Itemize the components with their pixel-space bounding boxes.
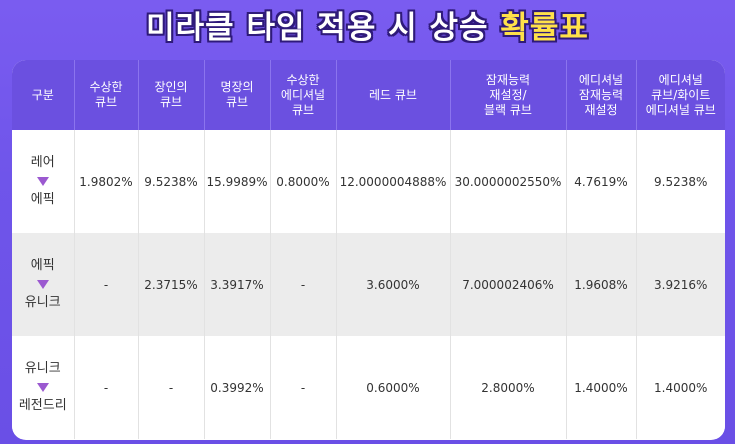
probability-cell: 4.7619% xyxy=(566,130,637,233)
header-label-line: 에디셔널 xyxy=(280,87,326,102)
probability-cell: 3.3917% xyxy=(204,233,271,336)
table-body: 레어 에픽 1.9802% 9.5238% 15.9989% 0.8000% 12.0000… xyxy=(12,130,725,439)
header-label-line: 큐브 xyxy=(225,95,249,109)
probability-cell: 9.5238% xyxy=(636,130,725,233)
probability-cell: 2.8000% xyxy=(450,336,567,439)
probability-cell: 0.8000% xyxy=(270,130,337,233)
probability-cell: 9.5238% xyxy=(138,130,205,233)
grade-from: 에픽 xyxy=(30,258,55,273)
header-label-line: 큐브 xyxy=(291,102,315,117)
probability-cell: 15.9989% xyxy=(204,130,271,233)
grade-to: 유니크 xyxy=(24,295,61,310)
header-category: 구분 xyxy=(12,60,75,130)
probability-table-container: 구분 수상한 큐브 장인의 큐브 명장의 큐브 수상한 에디셔널 큐브 레드 큐브 잠재능… xyxy=(12,60,725,440)
header-label-line: 명장의 xyxy=(220,80,254,94)
header-label-line: 큐브/화이트 xyxy=(651,87,711,102)
header-label-line: 에디셔널 xyxy=(578,72,624,87)
header-label-line: 구분 xyxy=(31,87,54,102)
probability-cell: 1.4000% xyxy=(636,336,725,439)
table-header-row: 구분 수상한 큐브 장인의 큐브 명장의 큐브 수상한 에디셔널 큐브 레드 큐브 잠재능… xyxy=(12,60,725,130)
probability-cell: 3.9216% xyxy=(636,233,725,336)
header-suspicious-additional-cube: 수상한 에디셔널 큐브 xyxy=(270,60,337,130)
probability-cell: 30.0000002550% xyxy=(450,130,567,233)
probability-table: 구분 수상한 큐브 장인의 큐브 명장의 큐브 수상한 에디셔널 큐브 레드 큐브 잠재능… xyxy=(12,60,725,439)
header-additional-white-cube: 에디셔널 큐브/화이트 에디셔널 큐브 xyxy=(636,60,725,130)
probability-cell: - xyxy=(74,336,139,439)
probability-cell: 1.4000% xyxy=(566,336,637,439)
header-label-line: 레드 큐브 xyxy=(369,87,417,102)
header-label-line: 재설정/ xyxy=(489,87,527,102)
probability-cell: 2.3715% xyxy=(138,233,205,336)
header-black-cube: 잠재능력 재설정/블랙 큐브 xyxy=(450,60,567,130)
grade-from: 유니크 xyxy=(24,361,61,376)
header-label-line: 에디셔널 xyxy=(658,72,703,87)
probability-cell: - xyxy=(270,233,337,336)
probability-cell: 0.6000% xyxy=(336,336,451,439)
probability-cell: - xyxy=(138,336,205,439)
probability-cell: 1.9608% xyxy=(566,233,637,336)
probability-cell: 3.6000% xyxy=(336,233,451,336)
title-highlight: 확률표 xyxy=(500,10,589,46)
header-label-line: 큐브 xyxy=(94,95,118,109)
probability-cell: 1.9802% xyxy=(74,130,139,233)
probability-cell: - xyxy=(270,336,337,439)
header-label-line: 수상한 xyxy=(286,72,320,87)
header-label-line: 블랙 큐브 xyxy=(484,102,532,117)
header-master-cube: 명장의 큐브 xyxy=(204,60,271,130)
header-label-line: 큐브 xyxy=(159,95,183,109)
table-row: 유니크 레전드리 - -0.3992% -0.6000% 2.8000% 1.4000% 1.… xyxy=(12,336,725,439)
header-label-line: 재설정 xyxy=(584,102,618,117)
grade-from: 레어 xyxy=(30,155,55,170)
header-label-line: 잠재능력 xyxy=(485,72,531,87)
title-main: 미라클 타임 적용 시 상승 xyxy=(146,10,501,46)
table-row: 에픽 유니크 -2.3715% 3.3917% -3.6000% 7.000002406%… xyxy=(12,233,725,336)
down-triangle-icon xyxy=(36,177,49,186)
grade-to: 에픽 xyxy=(30,192,55,207)
header-suspicious-cube: 수상한 큐브 xyxy=(74,60,139,130)
header-label-line: 에디셔널 큐브 xyxy=(645,102,716,117)
probability-cell: 7.000002406% xyxy=(450,233,567,336)
down-triangle-icon xyxy=(36,383,49,392)
table-row: 레어 에픽 1.9802% 9.5238% 15.9989% 0.8000% 12.0000… xyxy=(12,130,725,233)
probability-cell: 12.0000004888% xyxy=(336,130,451,233)
header-additional-potential-reset: 에디셔널 잠재능력 재설정 xyxy=(566,60,637,130)
header-red-cube: 레드 큐브 xyxy=(336,60,451,130)
page-title: 미라클 타임 적용 시 상승 확률표 xyxy=(0,2,735,54)
header-label-line: 잠재능력 xyxy=(578,87,624,102)
grade-to: 레전드리 xyxy=(18,398,67,413)
header-label-line: 수상한 xyxy=(89,80,123,94)
probability-cell: - xyxy=(74,233,139,336)
probability-cell: 0.3992% xyxy=(204,336,271,439)
header-label-line: 장인의 xyxy=(154,80,188,94)
down-triangle-icon xyxy=(36,280,49,289)
header-craftsman-cube: 장인의 큐브 xyxy=(138,60,205,130)
